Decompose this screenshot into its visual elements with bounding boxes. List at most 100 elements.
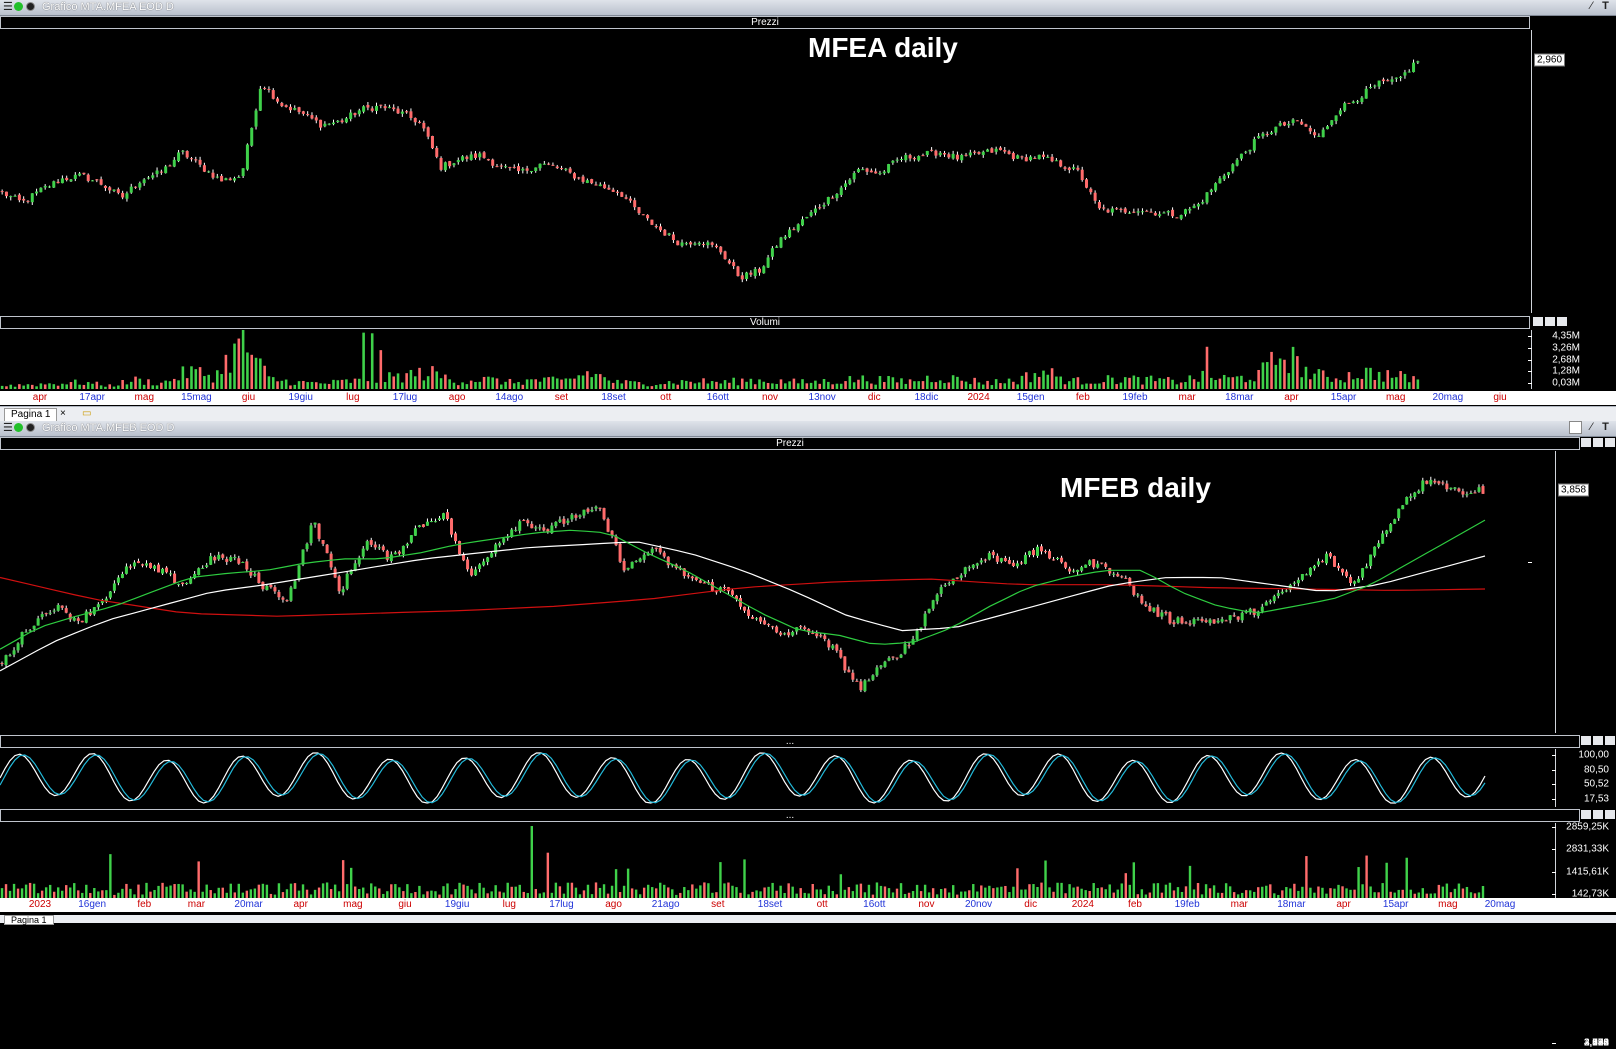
mfea-candle — [82, 172, 86, 176]
mfeb-candle — [153, 564, 157, 572]
mfeb-volume-bar — [1361, 884, 1364, 898]
mfeb-candle — [157, 562, 161, 573]
folder-icon[interactable]: ▭ — [82, 408, 92, 419]
volume-panel-controls[interactable] — [1532, 316, 1568, 327]
mfea-volume-bar — [956, 376, 959, 389]
mfeb-volume-bar — [1204, 884, 1208, 898]
mfea-volume-bar — [129, 381, 133, 389]
mfeb-candle — [1144, 601, 1148, 608]
close-icon[interactable] — [1605, 810, 1615, 819]
mfea-volume-bar — [1373, 379, 1377, 389]
minimize-icon[interactable] — [1581, 810, 1591, 819]
mfea-candle — [215, 173, 219, 179]
minimize-window-icon[interactable] — [1569, 421, 1582, 434]
minimize-icon[interactable] — [1581, 438, 1591, 447]
restore-icon[interactable] — [1545, 317, 1555, 326]
close-icon[interactable] — [1557, 317, 1567, 326]
price-panel-header: Prezzi — [0, 16, 1530, 29]
restore-icon[interactable] — [1593, 810, 1603, 819]
mfea-volume-bar — [1313, 373, 1316, 389]
mfea-candle — [35, 188, 39, 196]
mfeb-volume-bar — [297, 890, 301, 898]
mfeb-volume-bar — [177, 883, 180, 898]
restore-icon[interactable] — [1593, 438, 1603, 447]
mfeb-candle — [570, 513, 574, 522]
mfeb-volume-bar — [4, 884, 8, 898]
oscillator-panel-controls[interactable] — [1580, 735, 1616, 746]
mfea-candle — [473, 150, 477, 160]
menu-icon[interactable]: ☰ — [3, 1, 13, 13]
green-dot-icon[interactable] — [14, 2, 23, 11]
mfeb-volume-bar — [426, 891, 429, 898]
stochastic-oscillator-chart[interactable] — [0, 749, 1554, 807]
date-label: 18dic — [914, 392, 939, 403]
mfea-volume-bar — [629, 381, 632, 389]
record-dot-icon[interactable] — [26, 423, 35, 432]
mfeb-candle — [1421, 477, 1425, 494]
draw-line-icon[interactable]: ⁄ — [1590, 421, 1593, 433]
mfeb-volume-bar — [1433, 893, 1437, 898]
mfea-volume-tick-label: 2,68M — [1552, 354, 1580, 365]
date-label: 19feb — [1174, 899, 1200, 910]
mfea-price-chart[interactable] — [0, 30, 1530, 313]
mfea-volume-bar — [78, 384, 81, 389]
mfeb-volume-bar — [434, 891, 437, 898]
mfea-candle — [56, 179, 60, 184]
mfeb-candle — [478, 563, 482, 573]
record-dot-icon[interactable] — [26, 2, 35, 11]
mfeb-candle — [337, 574, 341, 594]
tab-pagina-1[interactable]: Pagina 1 — [4, 408, 58, 422]
mfea-volume-bar — [1210, 377, 1213, 389]
window2-title: Grafico MTA.MFEB EOD D — [42, 422, 175, 434]
menu-icon[interactable]: ☰ — [3, 422, 13, 434]
restore-icon[interactable] — [1593, 736, 1603, 745]
draw-line-icon[interactable]: ⁄ — [1590, 0, 1593, 12]
mfeb-volume-bar — [839, 874, 843, 898]
volume-panel-controls-2[interactable] — [1580, 809, 1616, 820]
mfea-volume-bar — [573, 378, 576, 389]
mfeb-candle — [189, 576, 193, 585]
mfeb-volume-bar — [1188, 865, 1192, 898]
tab-close-icon[interactable]: × — [60, 408, 66, 419]
mfea-candle — [1153, 211, 1157, 216]
text-tool-icon[interactable]: T — [1602, 0, 1609, 12]
text-tool-icon[interactable]: T — [1602, 421, 1609, 433]
mfea-volume-chart[interactable] — [0, 330, 1530, 389]
mfea-volume-tick-mark — [1528, 347, 1532, 349]
mfea-candle — [159, 169, 163, 175]
mfeb-volume-bar — [667, 887, 670, 898]
mfea-candle — [185, 150, 189, 159]
mfeb-volume-bar — [931, 888, 935, 898]
minimize-icon[interactable] — [1581, 736, 1591, 745]
mfeb-volume-bar — [1180, 891, 1184, 898]
window1-titlebar[interactable]: ☰ Grafico MTA.MFEA EOD D ⁄ T — [0, 0, 1616, 16]
mfeb-volume-bar — [109, 854, 112, 898]
mfea-candle — [568, 166, 572, 174]
window2-titlebar[interactable]: ☰ Grafico MTA.MFEB EOD D ⁄ T — [0, 421, 1616, 437]
mfeb-candle — [791, 630, 795, 637]
mfeb-price-chart[interactable] — [0, 451, 1554, 733]
price-panel-header-2: Prezzi — [0, 437, 1580, 450]
mfea-volume-bar — [495, 378, 499, 389]
close-icon[interactable] — [1605, 736, 1615, 745]
mfea-candle — [103, 185, 107, 192]
price-panel-controls-2[interactable] — [1580, 437, 1616, 448]
mfea-candle — [1149, 208, 1153, 213]
tab-pagina-1-bottom[interactable]: Pagina 1 — [4, 915, 54, 925]
minimize-icon[interactable] — [1533, 317, 1543, 326]
mfeb-candle — [454, 531, 458, 544]
mfea-candle — [1394, 77, 1398, 82]
mfeb-candle — [1477, 484, 1481, 493]
mfea-volume-bar — [732, 377, 735, 389]
mfeb-volume-bar — [1453, 888, 1457, 898]
green-dot-icon[interactable] — [14, 423, 23, 432]
mfea-volume-bar — [216, 370, 219, 389]
mfeb-volume-chart[interactable] — [0, 823, 1554, 912]
mfea-candle — [891, 160, 895, 165]
close-icon[interactable] — [1605, 438, 1615, 447]
mfeb-volume-bar — [1024, 889, 1027, 898]
mfea-candle — [826, 196, 830, 206]
mfea-candle — [981, 150, 985, 158]
mfeb-volume-bar — [1056, 882, 1059, 898]
mfea-candle — [1076, 165, 1080, 172]
